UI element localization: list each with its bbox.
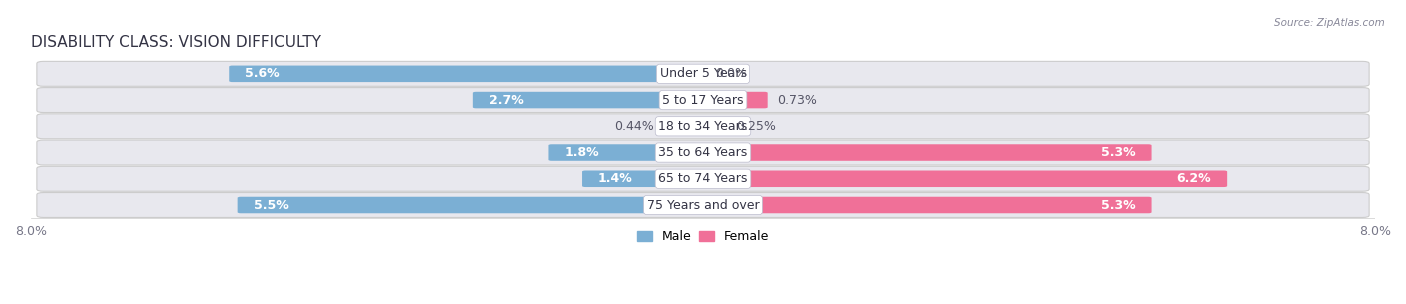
Text: 6.2%: 6.2% [1177,172,1211,185]
Text: 65 to 74 Years: 65 to 74 Years [658,172,748,185]
FancyBboxPatch shape [700,118,727,135]
FancyBboxPatch shape [700,197,1152,213]
FancyBboxPatch shape [37,140,1369,165]
FancyBboxPatch shape [582,171,706,187]
FancyBboxPatch shape [37,166,1369,191]
Text: 0.44%: 0.44% [613,120,654,133]
Text: 18 to 34 Years: 18 to 34 Years [658,120,748,133]
FancyBboxPatch shape [548,144,706,161]
Text: 2.7%: 2.7% [489,94,523,107]
FancyBboxPatch shape [472,92,706,108]
Text: 5.3%: 5.3% [1101,146,1136,159]
Legend: Male, Female: Male, Female [631,225,775,248]
Text: 35 to 64 Years: 35 to 64 Years [658,146,748,159]
FancyBboxPatch shape [700,171,1227,187]
Text: 5.5%: 5.5% [253,199,288,212]
FancyBboxPatch shape [37,88,1369,112]
FancyBboxPatch shape [229,66,706,82]
Text: 5.6%: 5.6% [245,67,280,80]
FancyBboxPatch shape [37,114,1369,139]
Text: 1.8%: 1.8% [564,146,599,159]
Text: 5.3%: 5.3% [1101,199,1136,212]
Text: Source: ZipAtlas.com: Source: ZipAtlas.com [1274,18,1385,28]
FancyBboxPatch shape [37,61,1369,86]
Text: DISABILITY CLASS: VISION DIFFICULTY: DISABILITY CLASS: VISION DIFFICULTY [31,35,321,50]
Text: 1.4%: 1.4% [598,172,633,185]
Text: Under 5 Years: Under 5 Years [659,67,747,80]
Text: 0.73%: 0.73% [778,94,817,107]
Text: 5 to 17 Years: 5 to 17 Years [662,94,744,107]
Text: 0.0%: 0.0% [716,67,748,80]
Text: 0.25%: 0.25% [737,120,776,133]
Text: 75 Years and over: 75 Years and over [647,199,759,212]
FancyBboxPatch shape [700,144,1152,161]
FancyBboxPatch shape [700,92,768,108]
FancyBboxPatch shape [662,118,706,135]
FancyBboxPatch shape [37,192,1369,217]
FancyBboxPatch shape [238,197,706,213]
